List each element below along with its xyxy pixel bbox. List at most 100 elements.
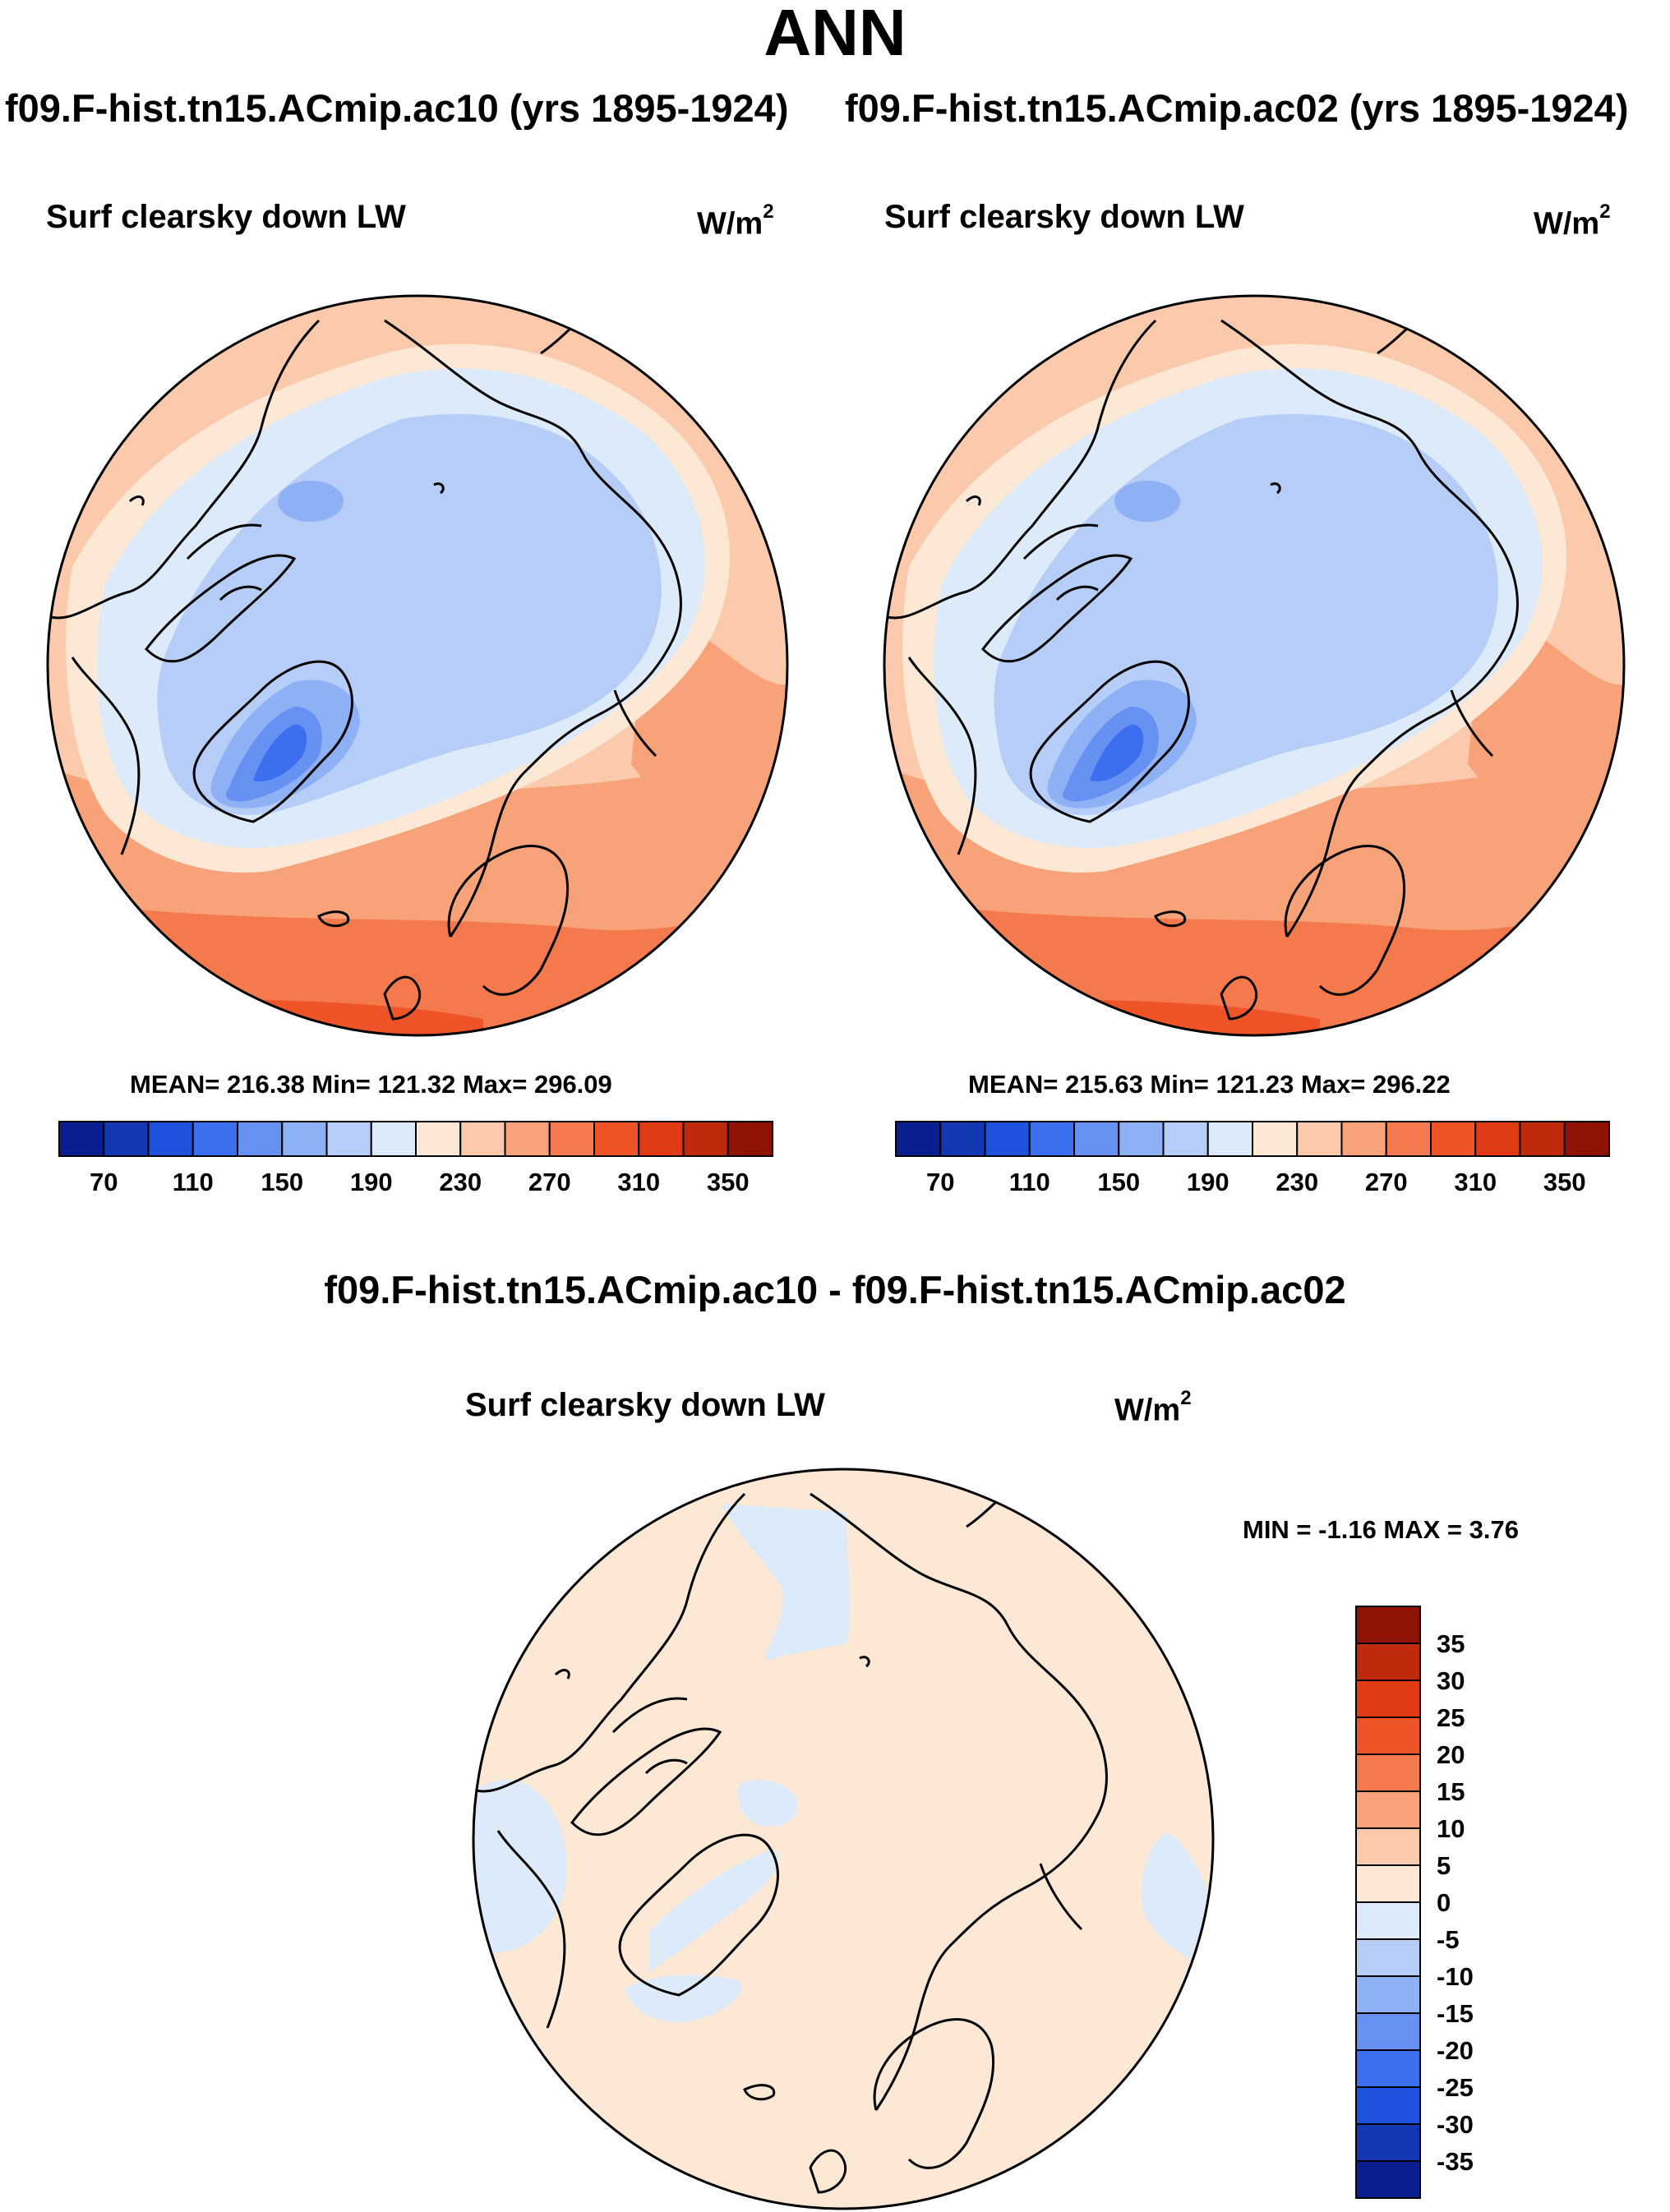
diff-units-base: W/m bbox=[1114, 1393, 1181, 1428]
diff-map-border bbox=[472, 1468, 1215, 2210]
panel1-colorbar-box bbox=[191, 1121, 238, 1157]
diff-colorbar-tick-label: -25 bbox=[1437, 2073, 1474, 2102]
diff-colorbar-tick-label: -30 bbox=[1437, 2110, 1474, 2139]
panel1-units-base: W/m bbox=[697, 206, 763, 242]
diff-colorbar: 35 30 25 20 15 10 5 0 -5 -10 -15 -20 -25 -30 -35 bbox=[1355, 1606, 1474, 2199]
panel1-stats: MEAN= 216.38 Min= 121.32 Max= 296.09 bbox=[130, 1070, 612, 1099]
panel1-variable-title: Surf clearsky down LW bbox=[46, 199, 406, 235]
panel1-colorbar-box bbox=[638, 1121, 685, 1157]
panel2-colorbar-box bbox=[939, 1121, 986, 1157]
panel2-colorbar-box bbox=[1162, 1121, 1209, 1157]
panel2-colorbar-box bbox=[1430, 1121, 1477, 1157]
panel2-variable-title: Surf clearsky down LW bbox=[884, 199, 1244, 235]
panel2-colorbar-box bbox=[895, 1121, 942, 1157]
panel2-colorbar-box bbox=[984, 1121, 1031, 1157]
panel2-colorbar-tick-label: 310 bbox=[1454, 1168, 1497, 1196]
panel1-map-border bbox=[46, 294, 789, 1037]
diff-colorbar-box bbox=[1355, 1827, 1421, 1866]
diff-colorbar-tick-label: -10 bbox=[1437, 1962, 1474, 1991]
diff-colorbar-box bbox=[1355, 1680, 1421, 1718]
diff-colorbar-box bbox=[1355, 2049, 1421, 2088]
diff-colorbar-tick-label: 10 bbox=[1437, 1814, 1465, 1843]
panel2-units: W/m2 bbox=[1534, 200, 1611, 242]
panel1-colorbar-box bbox=[682, 1121, 729, 1157]
diff-stats: MIN = -1.16 MAX = 3.76 bbox=[1243, 1515, 1519, 1544]
panel1-colorbar-box bbox=[281, 1121, 328, 1157]
panel1-colorbar-tick-label: 70 bbox=[90, 1168, 118, 1196]
panel1-colorbar-box bbox=[103, 1121, 150, 1157]
panel2-stats: MEAN= 215.63 Min= 121.23 Max= 296.22 bbox=[968, 1070, 1451, 1099]
panel2-colorbar-tick-label: 270 bbox=[1365, 1168, 1408, 1196]
diff-colorbar-box bbox=[1355, 1864, 1421, 1903]
diff-variable-title: Surf clearsky down LW bbox=[465, 1387, 825, 1423]
panel2-colorbar-box bbox=[1296, 1121, 1343, 1157]
panel1-colorbar-box bbox=[504, 1121, 551, 1157]
panel2-colorbar-box bbox=[1474, 1121, 1521, 1157]
diff-colorbar-box bbox=[1355, 1975, 1421, 2014]
diff-colorbar-box bbox=[1355, 2160, 1421, 2199]
diff-colorbar-box bbox=[1355, 1643, 1421, 1681]
panel2-colorbar-tick-label: 350 bbox=[1543, 1168, 1586, 1196]
diff-colorbar-tick-label: -20 bbox=[1437, 2036, 1474, 2065]
panel1-colorbar-box bbox=[548, 1121, 595, 1157]
difference-title: f09.F-hist.tn15.ACmip.ac10 - f09.F-hist.… bbox=[324, 1268, 1346, 1311]
panel1-colorbar-tick-label: 270 bbox=[528, 1168, 571, 1196]
panel1-colorbar-box bbox=[370, 1121, 417, 1157]
diff-colorbar-box bbox=[1355, 2123, 1421, 2162]
case2-title: f09.F-hist.tn15.ACmip.ac02 (yrs 1895-192… bbox=[845, 86, 1629, 130]
diff-colorbar-tick-label: -15 bbox=[1437, 1999, 1474, 2028]
panel1-colorbar-tick-label: 190 bbox=[350, 1168, 393, 1196]
diff-colorbar-tick-label: -5 bbox=[1437, 1925, 1460, 1954]
diff-colorbar-box bbox=[1355, 1901, 1421, 1940]
panel1-colorbar-tick-label: 110 bbox=[173, 1168, 214, 1196]
diff-units: W/m2 bbox=[1114, 1387, 1192, 1429]
panel1-colorbar-box bbox=[147, 1121, 194, 1157]
panel2-units-exp: 2 bbox=[1599, 200, 1611, 223]
diff-map bbox=[473, 1469, 1213, 2209]
panel2-units-base: W/m bbox=[1534, 206, 1600, 242]
panel2-colorbar-box bbox=[1340, 1121, 1387, 1157]
panel1-colorbar-tick-label: 150 bbox=[261, 1168, 303, 1196]
panel2-colorbar-tick-label: 150 bbox=[1097, 1168, 1140, 1196]
diff-colorbar-tick-label: 15 bbox=[1437, 1777, 1465, 1806]
panel1-colorbar-box bbox=[727, 1121, 773, 1157]
panel2-colorbar-box bbox=[1252, 1121, 1299, 1157]
panel1-colorbar: 70 110 150 190 230 270 310 350 bbox=[58, 1121, 773, 1196]
panel2-colorbar-box bbox=[1206, 1121, 1253, 1157]
panel1-units: W/m2 bbox=[697, 200, 774, 242]
panel2-colorbar-box bbox=[1028, 1121, 1075, 1157]
panel1-colorbar-box bbox=[593, 1121, 640, 1157]
diff-colorbar-box bbox=[1355, 1717, 1421, 1755]
diff-colorbar-box bbox=[1355, 1606, 1421, 1644]
panel2-colorbar-box bbox=[1118, 1121, 1165, 1157]
diff-colorbar-tick-label: 20 bbox=[1437, 1740, 1465, 1769]
panel2-colorbar: 70 110 150 190 230 270 310 350 bbox=[895, 1121, 1610, 1196]
panel1-units-exp: 2 bbox=[763, 200, 774, 223]
diff-colorbar-tick-label: 30 bbox=[1437, 1666, 1465, 1695]
panel2-colorbar-box bbox=[1073, 1121, 1120, 1157]
panel2-colorbar-tick-label: 110 bbox=[1009, 1168, 1050, 1196]
panel1-map bbox=[48, 296, 787, 1035]
panel1-colorbar-box bbox=[459, 1121, 506, 1157]
panel2-colorbar-box bbox=[1563, 1121, 1610, 1157]
panel2-colorbar-tick-label: 190 bbox=[1187, 1168, 1229, 1196]
panel2-map bbox=[884, 296, 1624, 1035]
panel2-colorbar-box bbox=[1385, 1121, 1432, 1157]
diff-colorbar-tick-label: 5 bbox=[1437, 1851, 1451, 1880]
diff-colorbar-tick-label: 35 bbox=[1437, 1629, 1465, 1658]
case1-title: f09.F-hist.tn15.ACmip.ac10 (yrs 1895-192… bbox=[5, 86, 789, 130]
diff-units-exp: 2 bbox=[1180, 1387, 1192, 1409]
diff-colorbar-tick-label: -35 bbox=[1437, 2147, 1474, 2176]
panel1-colorbar-tick-label: 350 bbox=[707, 1168, 750, 1196]
panel2-map-border bbox=[883, 294, 1626, 1037]
panel1-colorbar-box bbox=[415, 1121, 462, 1157]
panel2-colorbar-box bbox=[1519, 1121, 1566, 1157]
diff-colorbar-box bbox=[1355, 1790, 1421, 1829]
diff-colorbar-box bbox=[1355, 2086, 1421, 2125]
diff-colorbar-box bbox=[1355, 1753, 1421, 1792]
diff-colorbar-box bbox=[1355, 1938, 1421, 1977]
panel1-colorbar-box bbox=[325, 1121, 372, 1157]
panel1-colorbar-tick-label: 310 bbox=[617, 1168, 660, 1196]
panel1-colorbar-box bbox=[58, 1121, 105, 1157]
